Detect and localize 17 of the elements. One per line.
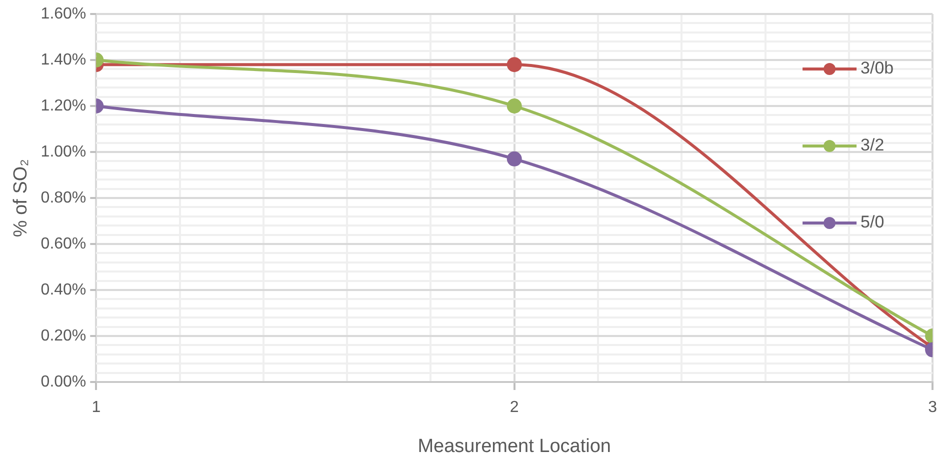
y-tick-label: 0.00% — [40, 373, 86, 390]
y-tick-label: 0.40% — [40, 281, 86, 298]
y-tick-label: 0.60% — [40, 235, 86, 252]
y-tick-label: 1.20% — [40, 97, 86, 114]
y-tick-label: 0.80% — [40, 189, 86, 206]
x-tick-label: 3 — [928, 399, 938, 416]
legend-label: 5/0 — [860, 212, 884, 232]
y-tick-label: 1.60% — [40, 5, 86, 22]
x-tick-label: 1 — [92, 399, 101, 416]
y-tick-label: 1.40% — [40, 51, 86, 68]
legend-label: 3/0b — [860, 58, 894, 78]
y-axis-title: % of SO₂ — [10, 158, 32, 238]
x-axis-title: Measurement Location — [418, 436, 611, 457]
x-tick-label: 2 — [510, 399, 519, 416]
y-tick-label: 1.00% — [40, 143, 86, 160]
y-tick-label: 0.20% — [40, 327, 86, 344]
legend-label: 3/2 — [860, 136, 884, 155]
